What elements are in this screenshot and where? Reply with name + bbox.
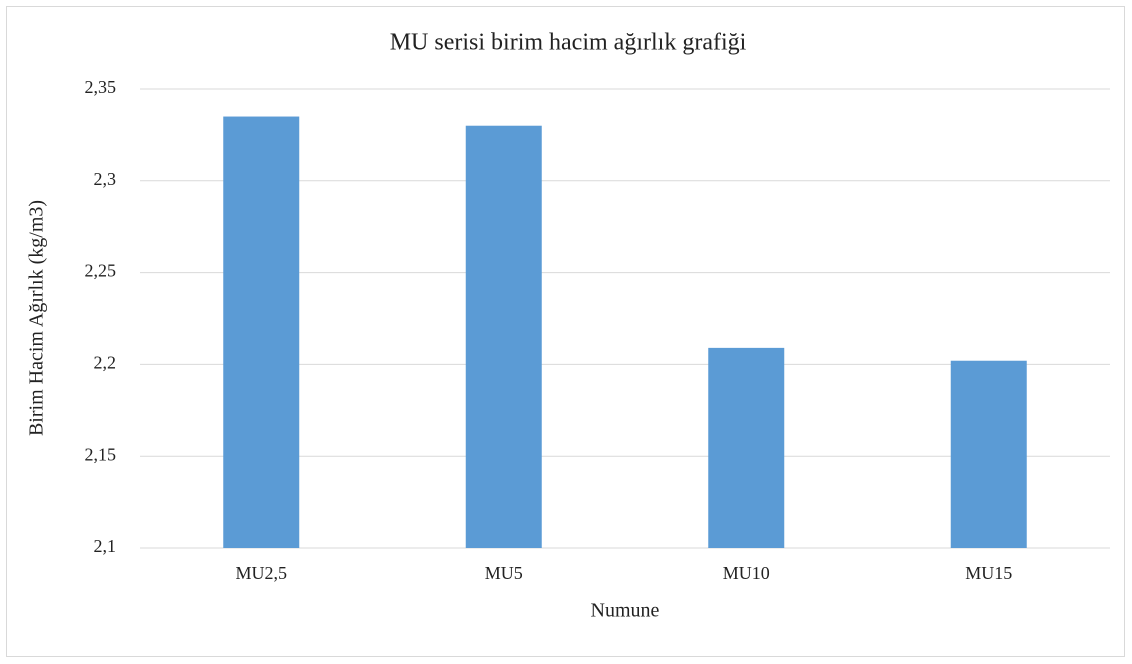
y-tick-label: 2,25 — [85, 261, 117, 281]
y-tick-label: 2,2 — [94, 353, 117, 373]
bar — [465, 125, 542, 548]
bar — [708, 347, 785, 548]
chart-title: MU serisi birim hacim ağırlık grafiği — [390, 30, 747, 56]
y-tick-label: 2,1 — [94, 536, 117, 556]
y-axis-title: Birim Hacim Ağırlık (kg/m3) — [26, 200, 48, 436]
y-tick-label: 2,35 — [85, 77, 117, 97]
y-tick-label: 2,3 — [94, 169, 117, 189]
bar — [223, 116, 300, 548]
chart-frame — [6, 6, 1125, 657]
y-tick-label: 2,15 — [85, 444, 117, 464]
x-tick-label: MU2,5 — [235, 563, 287, 583]
x-tick-label: MU10 — [723, 563, 770, 583]
x-tick-label: MU15 — [965, 563, 1012, 583]
x-axis-title: Numune — [591, 600, 660, 622]
bar — [950, 360, 1027, 548]
x-tick-label: MU5 — [485, 563, 523, 583]
